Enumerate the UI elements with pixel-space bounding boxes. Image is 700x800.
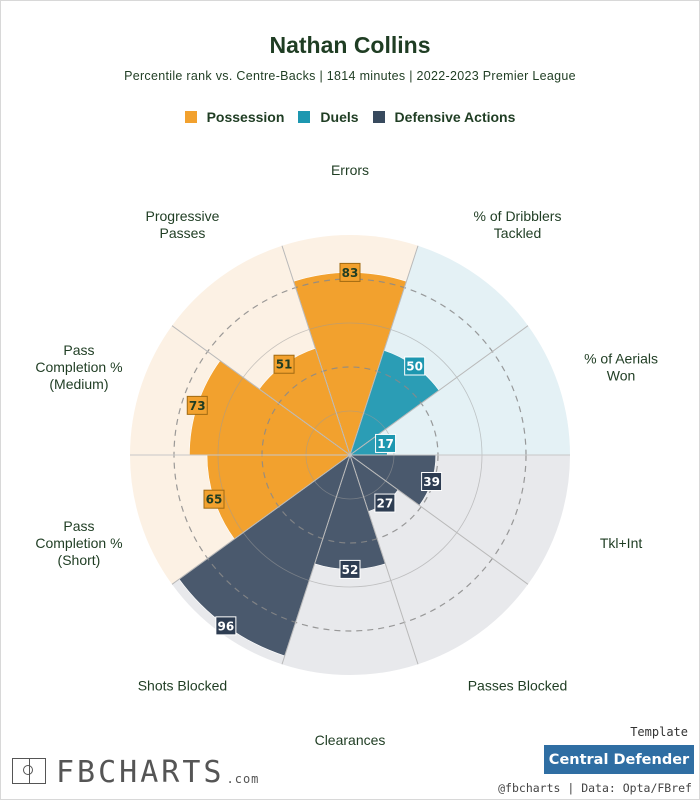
value-label: 50 — [406, 360, 423, 374]
brand-logo: FBCHARTS .com — [12, 758, 259, 788]
template-badge: Central Defender — [544, 745, 694, 774]
template-label: Template — [630, 725, 688, 739]
brand-suffix: .com — [226, 772, 260, 786]
category-label: Passes Blocked — [468, 678, 568, 694]
chart-subtitle: Percentile rank vs. Centre-Backs | 1814 … — [124, 69, 576, 83]
legend: Possession Duels Defensive Actions — [0, 109, 700, 125]
value-label: 52 — [342, 563, 359, 577]
value-label-box — [215, 616, 237, 636]
category-label: Errors — [331, 162, 369, 178]
spoke-line — [281, 454, 351, 665]
value-label: 65 — [206, 493, 223, 507]
background-sector — [350, 325, 570, 455]
spoke-line — [349, 245, 419, 456]
category-label-line: Progressive — [146, 208, 220, 224]
value-label: 83 — [342, 266, 359, 280]
category-label-line: Won — [607, 367, 636, 383]
legend-swatch-defensive-actions — [372, 111, 385, 123]
category-label: % of Aerials Won — [584, 350, 658, 383]
legend-label-defensive-actions: Defensive Actions — [394, 109, 516, 125]
value-label-box — [421, 472, 443, 492]
category-label-line: Pass — [63, 342, 94, 358]
value-label-box — [203, 489, 225, 509]
spoke-line — [349, 325, 529, 456]
value-label-box — [339, 262, 361, 282]
category-label-line: Tackled — [494, 225, 541, 241]
spoke-line — [171, 325, 351, 456]
value-label-box — [273, 354, 295, 374]
category-label-line: (Medium) — [49, 376, 108, 392]
brand-name: FBCHARTS — [56, 755, 225, 790]
credits: @fbcharts | Data: Opta/FBref — [498, 781, 692, 795]
legend-label-duels: Duels — [320, 109, 359, 125]
category-label-line: Passes — [160, 225, 206, 241]
value-label: 27 — [377, 497, 394, 511]
legend-item-defensive-actions: Defensive Actions — [372, 109, 516, 125]
category-label: Pass Completion % (Medium) — [35, 342, 122, 392]
value-label: 51 — [276, 358, 293, 372]
chart-title: Nathan Collins — [269, 32, 431, 58]
value-label: 96 — [218, 619, 235, 633]
category-label-line: % of Aerials — [584, 350, 658, 366]
category-label: % of Dribblers Tackled — [474, 208, 562, 241]
legend-swatch-duels — [298, 111, 311, 123]
category-label-line: Passes Blocked — [468, 678, 568, 694]
value-label-box — [374, 493, 396, 513]
value-label: 73 — [189, 399, 206, 413]
spoke-line — [349, 454, 529, 585]
value-label-box — [339, 559, 361, 579]
category-label: Pass Completion % (Short) — [35, 518, 122, 568]
legend-item-possession: Possession — [184, 109, 285, 125]
category-label-line: (Short) — [58, 552, 101, 568]
value-label: 17 — [377, 437, 394, 451]
value-label-box — [404, 356, 426, 376]
category-label-line: Completion % — [35, 535, 122, 551]
legend-swatch-possession — [184, 111, 197, 123]
spoke-line — [349, 454, 419, 665]
spoke-line — [281, 245, 351, 456]
category-label: Clearances — [315, 732, 386, 748]
value-label: 39 — [423, 475, 440, 489]
spoke-line — [171, 454, 351, 585]
category-label-line: Completion % — [35, 359, 122, 375]
category-label-line: Errors — [331, 162, 369, 178]
category-label: Tkl+Int — [600, 535, 643, 551]
pitch-icon — [12, 758, 46, 784]
category-label-line: Tkl+Int — [600, 535, 643, 551]
value-label-box — [375, 433, 397, 453]
category-label-line: Clearances — [315, 732, 386, 748]
legend-item-duels: Duels — [298, 109, 359, 125]
category-label-line: Shots Blocked — [138, 678, 228, 694]
category-label: Shots Blocked — [138, 678, 228, 694]
legend-label-possession: Possession — [206, 109, 285, 125]
category-label-line: % of Dribblers — [474, 208, 562, 224]
value-label-box — [186, 395, 208, 415]
category-label-line: Pass — [63, 518, 94, 534]
category-label: Progressive Passes — [146, 208, 220, 241]
